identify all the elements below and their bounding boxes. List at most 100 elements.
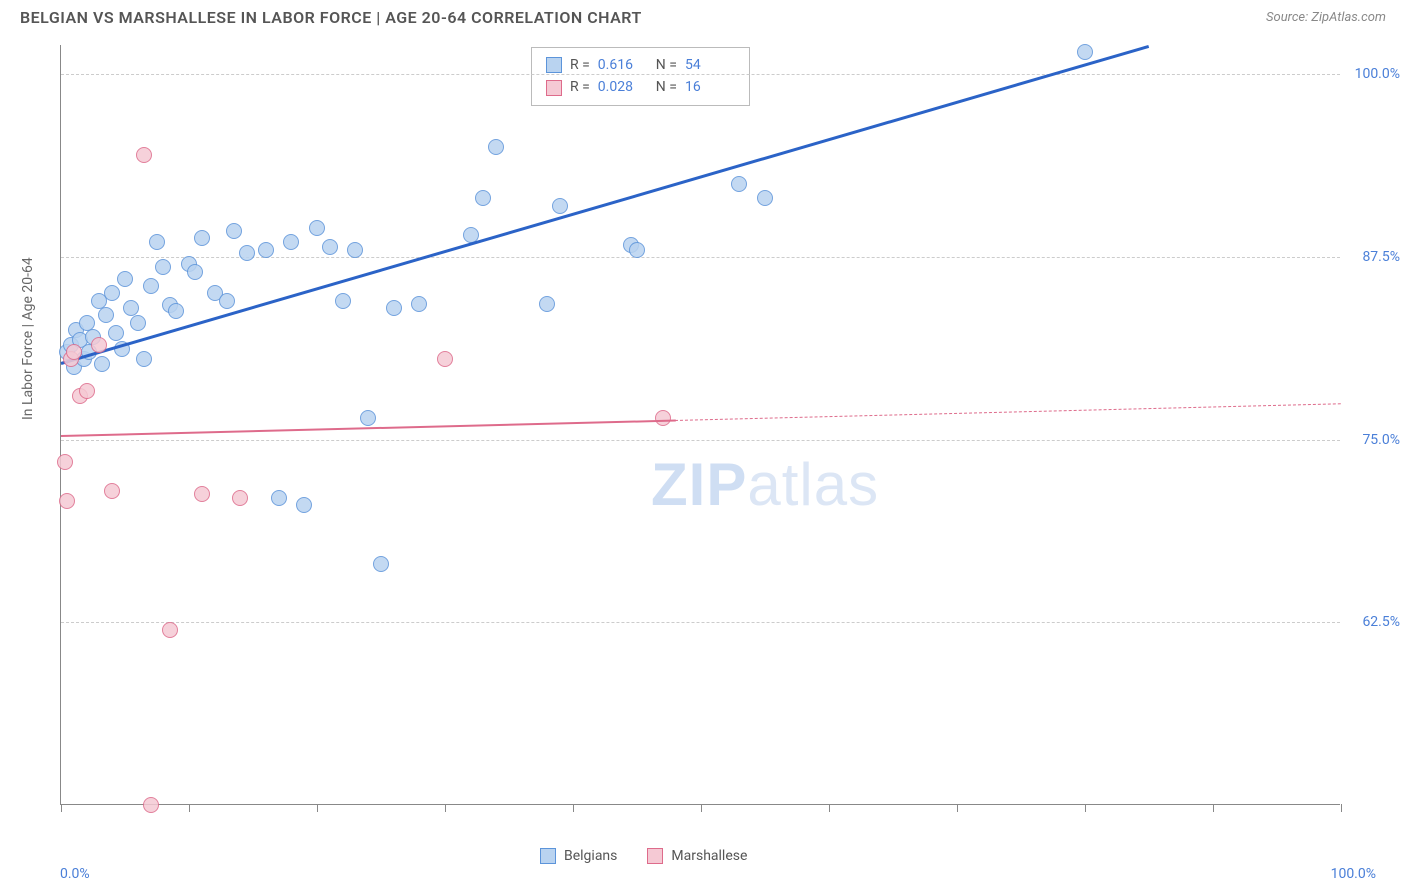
data-point (57, 454, 73, 470)
data-point (136, 147, 152, 163)
legend-n-value: 54 (685, 54, 735, 76)
data-point (219, 293, 235, 309)
x-tick (1213, 804, 1214, 812)
x-tick (829, 804, 830, 812)
data-point (629, 242, 645, 258)
data-point (411, 296, 427, 312)
legend-r-value: 0.028 (598, 76, 648, 98)
data-point (335, 293, 351, 309)
data-point (539, 296, 555, 312)
data-point (373, 556, 389, 572)
data-point (296, 497, 312, 513)
data-point (386, 300, 402, 316)
data-point (232, 490, 248, 506)
data-point (1077, 44, 1093, 60)
legend-series-label: Marshallese (671, 848, 747, 864)
legend-series-item: Belgians (540, 848, 617, 864)
legend-n-label: N = (656, 76, 677, 98)
y-tick-label: 62.5% (1362, 614, 1400, 630)
y-tick-label: 100.0% (1355, 66, 1400, 82)
data-point (309, 220, 325, 236)
data-point (66, 344, 82, 360)
scatter-plot-area: ZIPatlas R =0.616N =54R =0.028N =16 62.5… (60, 45, 1340, 805)
data-point (149, 234, 165, 250)
data-point (104, 285, 120, 301)
x-axis-max-label: 100.0% (1331, 866, 1376, 882)
data-point (258, 242, 274, 258)
chart-source: Source: ZipAtlas.com (1266, 10, 1386, 25)
watermark-text: ZIPatlas (651, 450, 879, 519)
x-tick (957, 804, 958, 812)
data-point (143, 797, 159, 813)
data-point (475, 190, 491, 206)
legend-stat-row: R = 0.616 N = 54 (546, 54, 735, 76)
legend-r-label: R = (570, 76, 590, 98)
x-tick (701, 804, 702, 812)
watermark-rest: atlas (747, 451, 879, 518)
data-point (117, 271, 133, 287)
x-tick (1341, 804, 1342, 812)
data-point (130, 315, 146, 331)
legend-n-value: 16 (685, 76, 735, 98)
data-point (162, 622, 178, 638)
data-point (226, 223, 242, 239)
data-point (94, 356, 110, 372)
data-point (552, 198, 568, 214)
x-tick (573, 804, 574, 812)
legend-series-item: Marshallese (647, 848, 747, 864)
x-tick (317, 804, 318, 812)
data-point (488, 139, 504, 155)
data-point (79, 383, 95, 399)
legend-stats-box: R = 0.616 N = 54 R = 0.028 N = 16 (531, 47, 750, 106)
data-point (437, 351, 453, 367)
legend-swatch (546, 80, 562, 96)
data-point (136, 351, 152, 367)
data-point (655, 410, 671, 426)
gridline (61, 622, 1340, 623)
data-point (360, 410, 376, 426)
legend-stat-row: R = 0.028 N = 16 (546, 76, 735, 98)
data-point (194, 486, 210, 502)
data-point (108, 325, 124, 341)
legend-series: Belgians Marshallese (540, 848, 747, 864)
data-point (59, 493, 75, 509)
data-point (271, 490, 287, 506)
data-point (91, 337, 107, 353)
gridline (61, 440, 1340, 441)
data-point (322, 239, 338, 255)
x-tick (1085, 804, 1086, 812)
data-point (143, 278, 159, 294)
watermark-bold: ZIP (651, 451, 747, 518)
data-point (168, 303, 184, 319)
legend-series-label: Belgians (564, 848, 617, 864)
legend-r-value: 0.616 (598, 54, 648, 76)
chart-title: BELGIAN VS MARSHALLESE IN LABOR FORCE | … (20, 8, 642, 27)
chart-header: BELGIAN VS MARSHALLESE IN LABOR FORCE | … (0, 0, 1406, 31)
data-point (731, 176, 747, 192)
x-axis-min-label: 0.0% (60, 866, 90, 882)
data-point (347, 242, 363, 258)
data-point (283, 234, 299, 250)
gridline (61, 74, 1340, 75)
x-tick (189, 804, 190, 812)
y-tick-label: 75.0% (1362, 432, 1400, 448)
data-point (98, 307, 114, 323)
data-point (123, 300, 139, 316)
legend-r-label: R = (570, 54, 590, 76)
y-axis-title: In Labor Force | Age 20-64 (20, 257, 36, 420)
data-point (239, 245, 255, 261)
data-point (187, 264, 203, 280)
x-tick (445, 804, 446, 812)
data-point (194, 230, 210, 246)
data-point (155, 259, 171, 275)
data-point (79, 315, 95, 331)
data-point (757, 190, 773, 206)
y-tick-label: 87.5% (1362, 249, 1400, 265)
data-point (104, 483, 120, 499)
x-tick (61, 804, 62, 812)
legend-swatch (647, 848, 663, 864)
legend-swatch (546, 57, 562, 73)
legend-n-label: N = (656, 54, 677, 76)
legend-swatch (540, 848, 556, 864)
trend-line (675, 403, 1341, 421)
